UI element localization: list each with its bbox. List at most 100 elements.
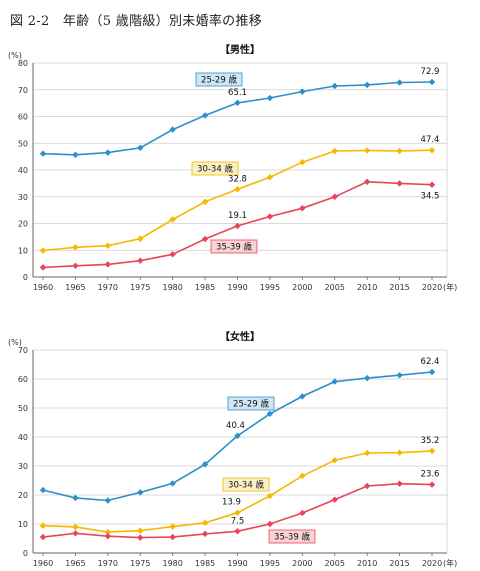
series-label: 25-29 歳 [201, 75, 237, 86]
data-point [137, 144, 144, 151]
female-chart: 【女性】 (%) 0 10 20 30 40 50 60 70 1960 1965 1970 1975 19… [8, 330, 457, 568]
data-point [396, 180, 403, 187]
male-chart: 【男性】 (%) 0 10 20 30 40 50 60 70 80 1960 1965 1970 1975… [8, 43, 457, 292]
data-point [39, 533, 47, 541]
data-label: 7.5 [231, 516, 245, 526]
data-point [201, 461, 209, 468]
data-point [331, 82, 338, 90]
y-tick-label: 0 [23, 549, 28, 558]
y-tick-label: 0 [23, 273, 28, 282]
data-point [331, 496, 338, 503]
y-tick-label: 70 [18, 346, 28, 355]
x-tick-label: 2005 [325, 283, 345, 292]
x-tick-label: 2000 [292, 559, 312, 568]
x-tick-label: 1970 [98, 283, 118, 292]
x-tick-label: 2005 [325, 559, 345, 568]
data-point [72, 494, 79, 502]
series-label-box [268, 529, 316, 544]
x-tick-label: 1975 [130, 283, 150, 292]
x-tick-label: 2020 [422, 559, 442, 568]
data-point [428, 368, 436, 376]
x-tick-label: 1965 [65, 283, 85, 292]
x-tick-label: 2000 [292, 283, 312, 292]
x-tick-label: 1995 [260, 283, 280, 292]
y-tick-label: 70 [18, 86, 28, 95]
data-point [234, 222, 241, 230]
series-label-box [210, 239, 258, 254]
chart-title: 【女性】 [220, 330, 260, 343]
data-point [72, 151, 79, 158]
data-point [137, 527, 144, 534]
data-point [201, 112, 209, 119]
x-tick-label: 1975 [130, 559, 150, 568]
y-tick-label: 50 [18, 404, 28, 413]
data-point [363, 147, 371, 154]
data-point [266, 410, 274, 417]
data-label: 13.9 [222, 498, 241, 508]
x-tick-label: 1970 [98, 559, 118, 568]
x-tick-label: 1990 [227, 559, 247, 568]
chart-title: 【男性】 [220, 43, 260, 56]
data-label: 35.2 [421, 436, 440, 446]
data-point [363, 374, 371, 382]
data-point [104, 261, 112, 268]
data-label: 47.4 [421, 135, 440, 145]
data-point [396, 449, 403, 456]
data-point [299, 472, 306, 480]
x-tick-label: 1985 [195, 283, 215, 292]
data-point [299, 393, 306, 400]
x-tick-label: 2010 [357, 283, 377, 292]
y-tick-label: 20 [18, 491, 28, 500]
series-label-box [222, 477, 270, 492]
data-point [137, 489, 144, 496]
data-point [72, 244, 79, 251]
series-label: 35-39 歳 [274, 532, 310, 543]
data-point [396, 147, 403, 155]
data-point [428, 147, 436, 154]
data-point [331, 378, 338, 385]
data-point [396, 372, 403, 379]
x-axis-unit: (年) [443, 558, 457, 568]
y-axis-unit: (%) [8, 338, 22, 347]
x-tick-label: 1990 [227, 283, 247, 292]
series-label-box [191, 161, 239, 176]
y-axis-unit: (%) [8, 51, 22, 60]
data-point [234, 432, 241, 440]
data-point [169, 251, 176, 258]
data-label: 72.9 [421, 67, 440, 77]
x-tick-label: 2010 [357, 559, 377, 568]
x-tick-label: 1960 [33, 283, 53, 292]
x-axis-unit: (年) [443, 282, 457, 292]
x-tick-label: 1980 [162, 559, 182, 568]
series-label: 25-29 歳 [233, 399, 269, 410]
x-tick-label: 2015 [389, 559, 409, 568]
data-label: 34.5 [421, 192, 440, 202]
data-label: 19.1 [228, 211, 247, 221]
x-tick-label: 2015 [389, 283, 409, 292]
data-point [363, 81, 371, 89]
x-tick-label: 1985 [195, 559, 215, 568]
data-point [137, 534, 144, 541]
y-tick-label: 20 [18, 220, 28, 229]
y-tick-label: 60 [18, 375, 28, 384]
data-point [169, 216, 176, 223]
data-point [396, 79, 403, 86]
series-label: 35-39 歳 [216, 242, 252, 253]
data-label: 32.8 [228, 174, 247, 184]
y-tick-label: 80 [18, 59, 28, 68]
data-point [72, 262, 79, 269]
data-point [299, 509, 306, 517]
data-point [201, 530, 209, 538]
data-point [428, 78, 436, 86]
series-label-box [195, 72, 243, 87]
data-point [331, 457, 338, 464]
data-point [299, 159, 306, 166]
data-point [72, 523, 79, 531]
data-point [169, 533, 176, 541]
data-point [104, 242, 112, 249]
x-tick-label: 2020 [422, 283, 442, 292]
series-label: 30-34 歳 [197, 164, 233, 175]
data-point [266, 492, 274, 500]
data-point [39, 247, 47, 254]
data-point [363, 449, 371, 457]
